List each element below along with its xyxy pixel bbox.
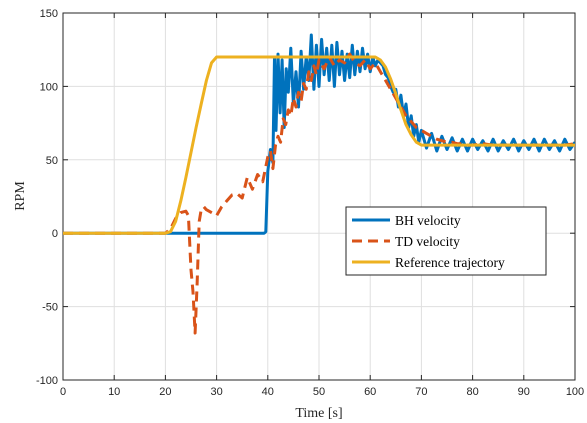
x-tick-label: 30	[210, 386, 222, 398]
x-tick-label: 50	[313, 386, 325, 398]
y-tick-label: 50	[46, 155, 58, 167]
x-axis-label: Time [s]	[295, 406, 342, 421]
y-tick-label: 100	[40, 81, 58, 93]
y-tick-label: 150	[40, 8, 58, 20]
y-axis-label: RPM	[13, 181, 28, 211]
series-line-td-velocity	[63, 52, 575, 335]
x-tick-label: 60	[364, 386, 376, 398]
y-tick-label: 0	[52, 228, 58, 240]
x-tick-label: 10	[108, 386, 120, 398]
legend-label: BH velocity	[395, 213, 461, 228]
y-tick-label: -50	[42, 302, 58, 314]
x-tick-label: 40	[262, 386, 274, 398]
x-tick-label: 80	[466, 386, 478, 398]
legend-label: TD velocity	[395, 234, 460, 249]
legend-box	[345, 206, 547, 276]
x-tick-label: 90	[518, 386, 530, 398]
data-series	[63, 33, 575, 335]
legend-label: Reference trajectory	[395, 255, 505, 270]
x-tick-label: 0	[60, 386, 66, 398]
legend: BH velocity TD velocity Reference trajecto…	[345, 206, 547, 276]
x-tick-label: 20	[159, 386, 171, 398]
series-line-reference-trajectory	[63, 55, 575, 235]
x-tick-label: 70	[415, 386, 427, 398]
y-tick-label: -100	[36, 375, 58, 387]
axis-ticks: 0 10 20 30 40 50 60 70 80 90 100 -100 -50 0 50 100 150	[36, 8, 584, 398]
x-tick-label: 100	[566, 386, 584, 398]
